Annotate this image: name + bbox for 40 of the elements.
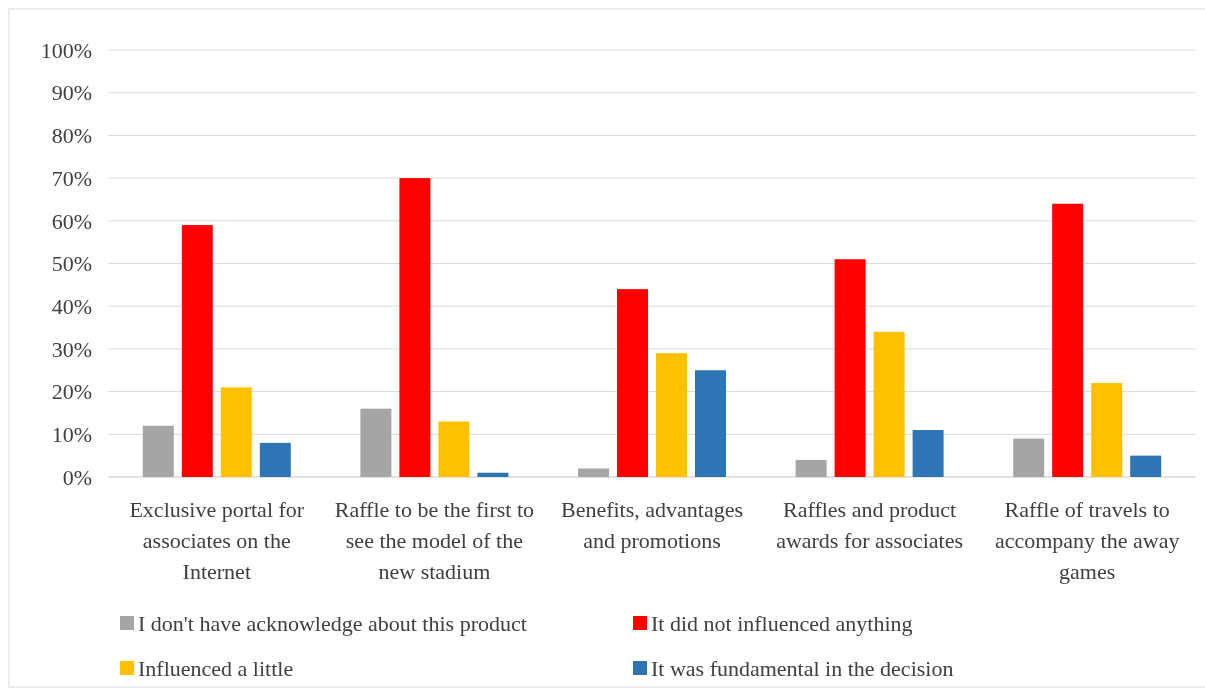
y-tick-label: 70% (51, 165, 92, 191)
x-tick-label: Exclusive portal for associates on the Internet (129, 497, 305, 584)
x-tick-label: Raffle of travels to accompany the away games (994, 497, 1180, 584)
bar (1052, 203, 1084, 477)
bar (912, 430, 944, 477)
x-tick-label: Benefits, advantages and promotions (560, 497, 744, 553)
y-tick-label: 100% (40, 37, 92, 63)
legend-label: It was fundamental in the decision (651, 655, 954, 681)
y-tick-label: 80% (51, 123, 92, 149)
bar (181, 225, 213, 477)
bar (399, 178, 431, 477)
bar (656, 353, 687, 477)
bar (873, 331, 905, 477)
bar (1130, 455, 1162, 477)
legend-label: Influenced a little (138, 655, 294, 681)
bar (834, 259, 866, 477)
y-tick-label: 90% (51, 80, 92, 106)
bar (1091, 383, 1123, 477)
bar (578, 468, 609, 477)
y-tick-label: 50% (51, 251, 92, 277)
legend-label: I don't have acknowledge about this product (138, 610, 527, 636)
y-tick-label: 30% (51, 336, 92, 362)
bar (477, 472, 509, 477)
y-tick-label: 0% (62, 464, 92, 490)
x-tick-label: Raffle to be the first to see the model of the new stadium (334, 497, 535, 584)
y-tick-label: 20% (51, 379, 92, 405)
bar (142, 425, 174, 477)
bar (617, 289, 648, 477)
y-tick-label: 60% (51, 208, 92, 234)
bar (220, 387, 252, 477)
bar (259, 442, 291, 477)
bar (695, 370, 726, 477)
y-tick-label: 10% (51, 422, 92, 447)
y-tick-label: 40% (51, 293, 92, 319)
x-tick-label: Raffles and product awards for associates (776, 497, 964, 553)
bar (1013, 438, 1045, 477)
bar (360, 408, 392, 477)
bar (795, 459, 827, 477)
legend-label: It did not influenced anything (651, 610, 913, 636)
bar (438, 421, 470, 477)
